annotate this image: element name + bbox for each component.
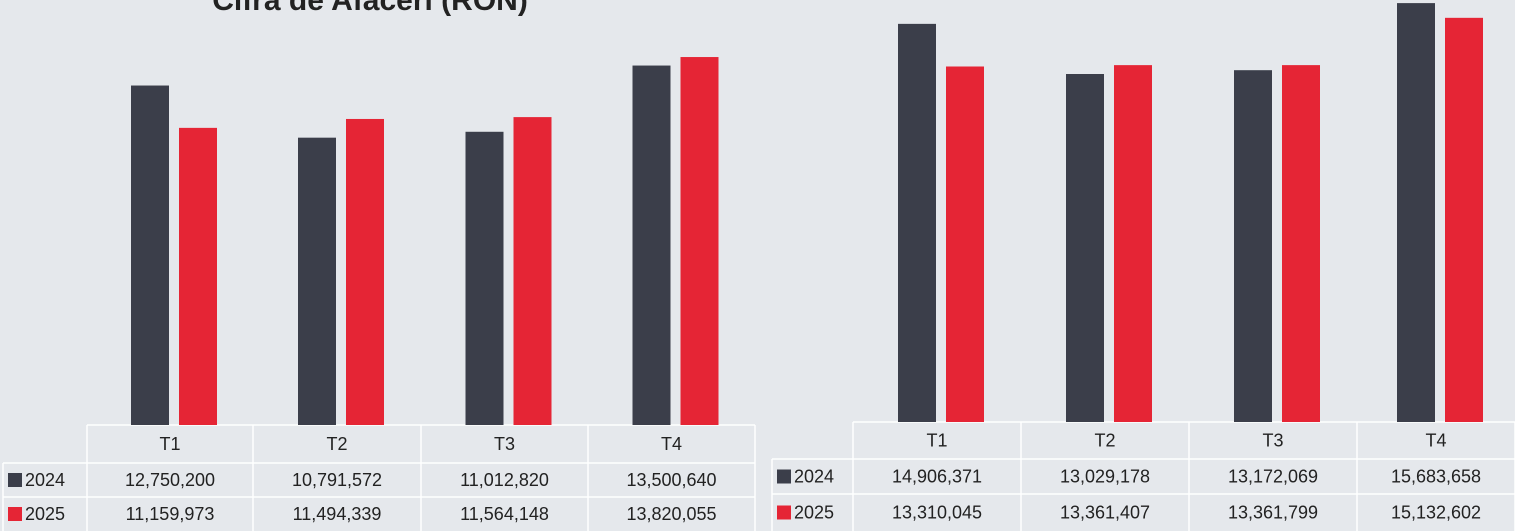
bar [1066, 74, 1104, 423]
data-label: 11,494,339 [293, 504, 382, 524]
legend-label: 2025 [25, 504, 65, 524]
data-label: 11,564,148 [460, 504, 549, 524]
legend-swatch [777, 505, 791, 520]
data-label: 13,361,799 [1228, 502, 1318, 522]
x-tick-label: T3 [1262, 430, 1283, 450]
x-tick-label: T2 [326, 434, 347, 454]
x-tick-label: T4 [661, 434, 682, 454]
bar [946, 66, 984, 423]
bar [346, 118, 384, 425]
legend-swatch [8, 507, 22, 521]
bar [1234, 70, 1272, 423]
bar [513, 117, 552, 426]
data-label: 13,029,178 [1060, 466, 1150, 486]
data-label: 12,750,200 [125, 470, 215, 490]
chart-title: Cifra de Afaceri (RON) [212, 0, 528, 17]
x-tick-label: T4 [1425, 430, 1446, 450]
x-tick-label: T1 [926, 430, 947, 450]
data-label: 13,361,407 [1060, 502, 1150, 522]
legend-label: 2024 [794, 466, 834, 486]
data-label: 13,310,045 [892, 502, 982, 522]
bar [179, 127, 217, 425]
x-tick-label: T2 [1094, 430, 1115, 450]
data-label: 13,820,055 [626, 504, 716, 524]
data-label: 13,500,640 [626, 470, 716, 490]
data-label: 14,906,371 [892, 466, 982, 486]
bar [1445, 17, 1483, 422]
bar [1114, 65, 1152, 422]
bar [1397, 3, 1435, 423]
bar [680, 57, 719, 425]
data-label: 11,012,820 [460, 470, 549, 490]
data-label: 13,172,069 [1228, 466, 1318, 486]
bar [298, 137, 336, 426]
legend-label: 2025 [794, 502, 834, 522]
data-label: 15,132,602 [1391, 502, 1481, 522]
bar [632, 65, 671, 425]
bar [131, 85, 169, 425]
data-label: 15,683,658 [1391, 466, 1481, 486]
legend-swatch [8, 473, 22, 487]
bar [1282, 65, 1320, 422]
x-tick-label: T1 [159, 434, 180, 454]
bar [898, 23, 936, 423]
data-label: 10,791,572 [292, 470, 382, 490]
data-label: 11,159,973 [126, 504, 215, 524]
bar [465, 131, 504, 425]
legend-swatch [777, 469, 791, 484]
x-tick-label: T3 [494, 434, 515, 454]
legend-label: 2024 [25, 470, 65, 490]
